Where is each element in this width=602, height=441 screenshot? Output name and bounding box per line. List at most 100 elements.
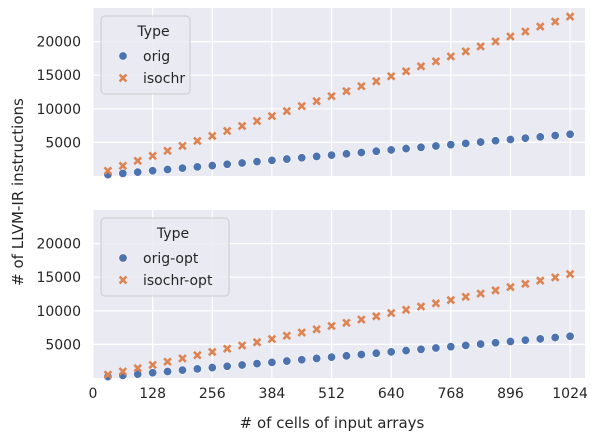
data-point: [371, 311, 381, 321]
data-point: [371, 348, 381, 358]
data-point: [237, 341, 247, 350]
data-point: [401, 66, 411, 76]
y-axis-label: # of LLVM-IR instructions: [9, 98, 27, 286]
data-point: [327, 91, 336, 101]
data-point: [461, 292, 471, 302]
scatter-points-1: [103, 12, 575, 180]
data-point: [386, 145, 396, 155]
data-point: [252, 116, 262, 126]
data-point: [207, 161, 217, 171]
data-point: [476, 289, 485, 298]
data-point: [177, 163, 187, 173]
data-point: [222, 344, 232, 354]
x-tick-label: 384: [259, 386, 286, 402]
data-point: [550, 273, 560, 282]
data-point: [520, 335, 530, 345]
data-point: [103, 372, 113, 382]
legend-title: Type: [136, 24, 169, 40]
data-point: [252, 157, 262, 167]
data-point: [178, 141, 187, 151]
data-point: [446, 52, 456, 61]
legend-marker: [118, 73, 128, 83]
data-point: [267, 111, 277, 121]
data-point: [282, 106, 292, 116]
data-point: [133, 363, 143, 373]
data-point: [342, 318, 351, 328]
data-point: [163, 366, 173, 376]
data-point: [521, 27, 530, 36]
data-point: [535, 22, 545, 31]
y-tick-label: 5000: [45, 337, 81, 353]
data-point: [461, 340, 471, 350]
data-point: [565, 269, 575, 279]
data-point: [461, 47, 471, 56]
data-point: [550, 131, 560, 141]
data-point: [386, 347, 396, 357]
data-point: [163, 357, 172, 366]
data-point: [550, 333, 560, 343]
data-point: [565, 331, 575, 341]
data-point: [207, 347, 217, 357]
data-point: [565, 12, 575, 21]
data-point: [431, 299, 441, 308]
data-point: [312, 353, 322, 363]
data-point: [267, 334, 277, 344]
legend-entry: orig-opt: [143, 251, 199, 267]
data-point: [177, 365, 187, 375]
data-point: [491, 136, 501, 146]
data-point: [342, 86, 351, 96]
data-point: [416, 344, 426, 354]
x-tick-label: 256: [199, 386, 226, 402]
data-point: [282, 356, 292, 366]
data-point: [461, 138, 471, 148]
data-point: [506, 32, 515, 41]
y-tick-label: 10000: [36, 102, 81, 118]
data-point: [193, 136, 202, 146]
data-point: [401, 346, 411, 356]
data-point: [222, 159, 232, 169]
data-point: [193, 350, 202, 360]
data-point: [267, 357, 277, 367]
data-point: [446, 342, 456, 352]
data-point: [297, 328, 307, 337]
data-point: [416, 62, 426, 71]
legend-marker: [118, 275, 128, 285]
y-tick-label: 20000: [36, 35, 81, 51]
data-point: [341, 351, 351, 361]
data-point: [491, 338, 501, 348]
data-point: [446, 140, 456, 150]
data-point: [416, 142, 426, 152]
data-point: [357, 81, 366, 91]
data-point: [118, 367, 128, 376]
scatter-points-2: [103, 269, 575, 382]
legend-title: Type: [156, 226, 189, 242]
x-tick-label: 128: [139, 386, 166, 402]
data-point: [446, 295, 456, 305]
data-point: [476, 137, 486, 147]
data-point: [312, 324, 321, 334]
y-tick-label: 20000: [36, 237, 81, 253]
legend-box: [100, 217, 230, 297]
data-point: [192, 162, 202, 172]
data-point: [521, 279, 530, 289]
data-point: [252, 337, 262, 347]
data-point: [222, 361, 232, 371]
data-point: [297, 101, 307, 111]
data-point: [118, 161, 128, 171]
data-point: [371, 76, 381, 86]
legend-entry: orig: [143, 49, 170, 65]
data-point: [505, 337, 515, 347]
data-point: [237, 360, 247, 370]
data-point: [535, 132, 545, 142]
legend-marker: [118, 253, 128, 263]
data-point: [356, 350, 366, 360]
data-point: [282, 154, 292, 164]
data-point: [252, 359, 262, 369]
data-point: [357, 315, 366, 324]
data-point: [431, 57, 441, 66]
data-point: [327, 150, 337, 160]
data-point: [491, 286, 500, 295]
data-point: [163, 164, 173, 174]
data-point: [476, 339, 486, 349]
data-point: [312, 151, 322, 161]
